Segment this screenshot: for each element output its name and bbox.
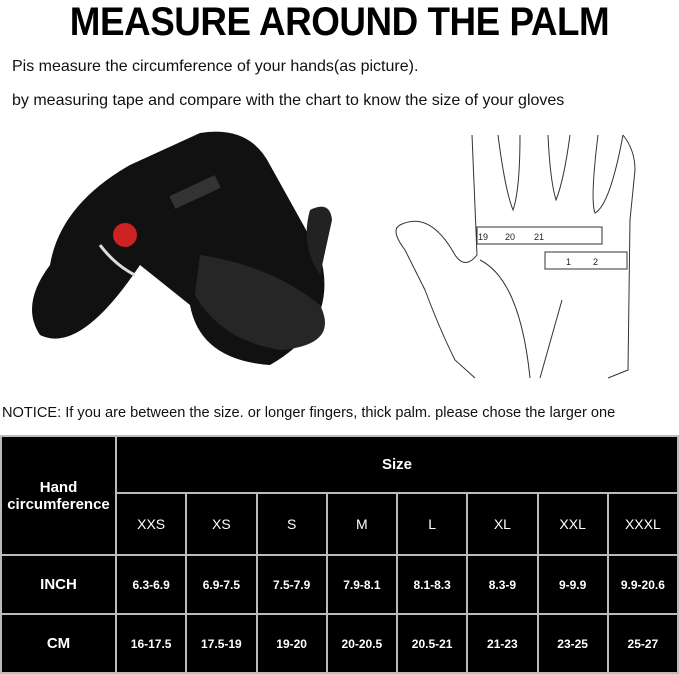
- size-range-cell: 17.5-19: [185, 613, 258, 674]
- tape-label: 20: [505, 232, 515, 242]
- size-label: XS: [185, 492, 258, 556]
- instruction-line-1: Pis measure the circumference of your ha…: [12, 58, 419, 75]
- size-range-cell: 9-9.9: [536, 554, 609, 615]
- size-label: XL: [466, 492, 539, 556]
- size-range-cell: 6.9-7.5: [185, 554, 258, 615]
- hand-measuring-illustration: 19 20 21 1 2: [395, 134, 636, 379]
- size-label: XXL: [536, 492, 609, 556]
- size-range-cell: 7.9-8.1: [325, 554, 399, 615]
- size-range-cell: 6.3-6.9: [114, 554, 188, 615]
- tape-label: 1: [566, 257, 571, 267]
- size-range-cell: 8.3-9: [466, 554, 539, 615]
- heating-button-icon: [113, 223, 137, 247]
- size-range-cell: 20-20.5: [325, 613, 399, 674]
- size-range-cell: 19-20: [255, 613, 328, 674]
- size-range-cell: 9.9-20.6: [606, 554, 679, 615]
- size-range-cell: 8.1-8.3: [395, 554, 469, 615]
- size-label: XXS: [114, 492, 188, 556]
- size-range-cell: 25-27: [606, 613, 679, 674]
- row-header: Hand circumference: [0, 435, 117, 556]
- size-label: M: [325, 492, 399, 556]
- unit-label: INCH: [0, 554, 117, 615]
- mitten-gloves-image: [32, 131, 332, 365]
- size-range-cell: 7.5-7.9: [255, 554, 328, 615]
- size-header: Size: [115, 435, 679, 494]
- size-label: XXXL: [606, 492, 679, 556]
- notice-text: NOTICE: If you are between the size. or …: [2, 405, 616, 421]
- size-label: L: [395, 492, 469, 556]
- size-range-cell: 16-17.5: [114, 613, 188, 674]
- size-range-cell: 23-25: [536, 613, 609, 674]
- size-range-cell: 21-23: [466, 613, 539, 674]
- size-label: S: [255, 492, 328, 556]
- size-range-cell: 20.5-21: [395, 613, 469, 674]
- instruction-line-2: by measuring tape and compare with the c…: [12, 92, 565, 109]
- page-title: MEASURE AROUND THE PALM: [69, 0, 610, 44]
- tape-label: 2: [593, 257, 598, 267]
- unit-label: CM: [0, 613, 117, 674]
- tape-label: 21: [534, 232, 544, 242]
- size-chart-table: Hand circumference Size XXS XS S M L XL XXL XXX…: [0, 435, 679, 674]
- tape-label: 19: [478, 232, 488, 242]
